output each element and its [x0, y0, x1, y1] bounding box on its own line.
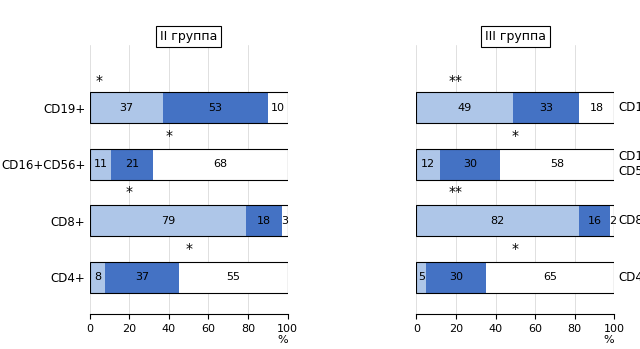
Bar — [426, 262, 486, 293]
Title: III группа: III группа — [485, 30, 546, 43]
Text: 37: 37 — [119, 103, 133, 113]
Bar — [90, 149, 287, 180]
Bar — [440, 149, 500, 180]
Bar — [268, 92, 287, 123]
X-axis label: %: % — [604, 335, 614, 345]
Bar — [90, 262, 106, 293]
Text: 18: 18 — [589, 103, 604, 113]
Text: 58: 58 — [550, 159, 564, 169]
Bar — [417, 149, 440, 180]
Text: 2: 2 — [609, 216, 616, 226]
Text: 65: 65 — [543, 272, 557, 282]
Bar — [486, 262, 614, 293]
Text: **: ** — [449, 74, 463, 88]
Bar — [417, 205, 614, 236]
Bar — [90, 149, 111, 180]
Text: *: * — [125, 185, 132, 200]
Text: **: ** — [449, 185, 463, 200]
Text: 68: 68 — [213, 159, 227, 169]
Text: *: * — [96, 74, 103, 88]
Bar — [611, 205, 614, 236]
Bar — [579, 92, 614, 123]
Bar — [417, 262, 614, 293]
Text: 16: 16 — [588, 216, 602, 226]
Bar — [111, 149, 153, 180]
Text: *: * — [512, 242, 519, 256]
Bar — [90, 92, 163, 123]
Text: 11: 11 — [93, 159, 108, 169]
Bar — [246, 205, 282, 236]
Bar — [282, 205, 287, 236]
Text: CD19+: CD19+ — [618, 101, 640, 114]
X-axis label: %: % — [277, 335, 287, 345]
Bar — [417, 149, 614, 180]
Text: *: * — [165, 129, 172, 143]
Text: 8: 8 — [94, 272, 101, 282]
Bar — [90, 205, 246, 236]
Text: CD16+
CD56+: CD16+ CD56+ — [618, 150, 640, 178]
Bar — [179, 262, 287, 293]
Text: CD8+: CD8+ — [618, 214, 640, 227]
Text: 53: 53 — [209, 103, 222, 113]
Text: CD4+: CD4+ — [618, 271, 640, 284]
Text: 3: 3 — [281, 216, 288, 226]
Text: 30: 30 — [463, 159, 477, 169]
Text: 79: 79 — [161, 216, 175, 226]
Bar — [163, 92, 268, 123]
Text: *: * — [512, 129, 519, 143]
Bar — [417, 92, 614, 123]
Text: 18: 18 — [257, 216, 271, 226]
Bar — [90, 92, 287, 123]
Text: 12: 12 — [421, 159, 435, 169]
Text: 33: 33 — [539, 103, 553, 113]
Text: 49: 49 — [458, 103, 472, 113]
Bar — [90, 205, 287, 236]
Bar — [579, 205, 611, 236]
Bar — [513, 92, 579, 123]
Bar — [153, 149, 287, 180]
Text: 82: 82 — [490, 216, 505, 226]
Text: 37: 37 — [135, 272, 149, 282]
Bar — [417, 92, 513, 123]
Text: 21: 21 — [125, 159, 140, 169]
Text: 5: 5 — [418, 272, 425, 282]
Text: 10: 10 — [271, 103, 285, 113]
Text: 30: 30 — [449, 272, 463, 282]
Text: 55: 55 — [226, 272, 240, 282]
Text: *: * — [185, 242, 192, 256]
Bar — [500, 149, 614, 180]
Title: II группа: II группа — [160, 30, 218, 43]
Bar — [417, 262, 426, 293]
Bar — [417, 205, 579, 236]
Bar — [106, 262, 179, 293]
Bar — [90, 262, 287, 293]
